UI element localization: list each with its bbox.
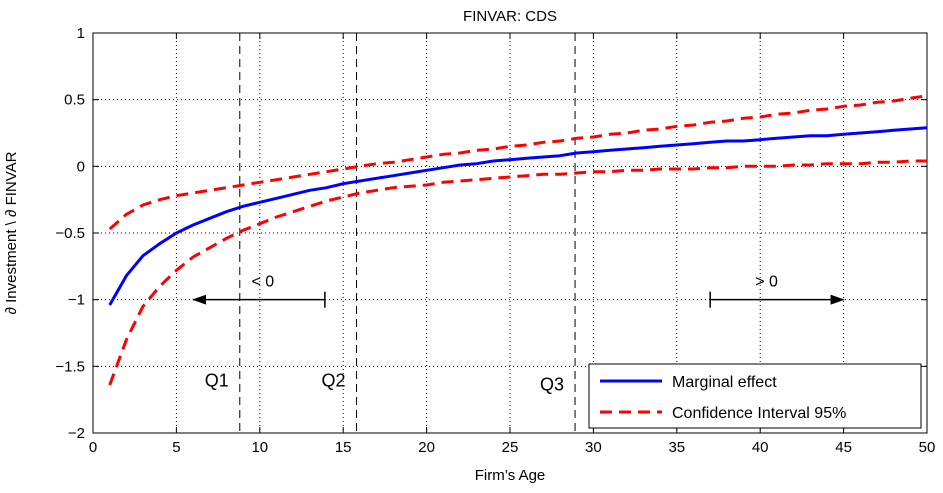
x-tick-label: 30 [585,439,602,456]
series-line-ci-upper [108,94,928,231]
y-axis: −2 −1.5 −1 −0.5 0 0.5 1 [55,25,927,442]
x-tick-label: 10 [251,439,268,456]
x-axis: 0 5 10 15 20 25 30 35 40 45 50 [89,33,936,456]
series-line-marginal-effect [108,126,928,306]
y-axis-label: ∂ Investment \ ∂ FINVAR [3,151,20,314]
series-group [108,94,928,386]
y-tick-label: −0.5 [55,225,85,242]
legend: Marginal effect Confidence Interval 95% [588,363,922,429]
x-tick-label: 25 [502,439,519,456]
x-tick-label: 45 [835,439,852,456]
grid-lines [93,33,927,433]
y-tick-label: −1 [68,292,85,309]
x-axis-label: Firm’s Age [475,467,546,484]
quartile-lines: Q1 Q2 Q3 [205,33,576,433]
x-tick-label: 40 [752,439,769,456]
x-tick-label: 20 [418,439,435,456]
annotation-label-0: < 0 [251,273,274,290]
y-tick-label: −1.5 [55,358,85,375]
series-line-ci-lower [108,159,927,386]
legend-label-ci: Confidence Interval 95% [672,405,846,422]
x-tick-label: 5 [172,439,180,456]
legend-label-marginal: Marginal effect [672,374,777,391]
annotations: < 0 > 0 [192,273,845,308]
y-tick-label: −2 [68,425,85,442]
y-tick-label: 1 [77,25,85,42]
quartile-label-q3: Q3 [540,374,564,394]
annotation-label-1: > 0 [755,273,778,290]
chart-title: FINVAR: CDS [463,8,557,25]
legend-box [588,363,922,429]
x-tick-label: 0 [89,439,97,456]
y-tick-label: 0 [77,158,85,175]
x-tick-label: 15 [335,439,352,456]
x-tick-label: 50 [919,439,936,456]
quartile-label-q1: Q1 [205,370,229,390]
x-tick-label: 35 [668,439,685,456]
y-tick-label: 0.5 [64,92,85,109]
quartile-label-q2: Q2 [322,370,346,390]
